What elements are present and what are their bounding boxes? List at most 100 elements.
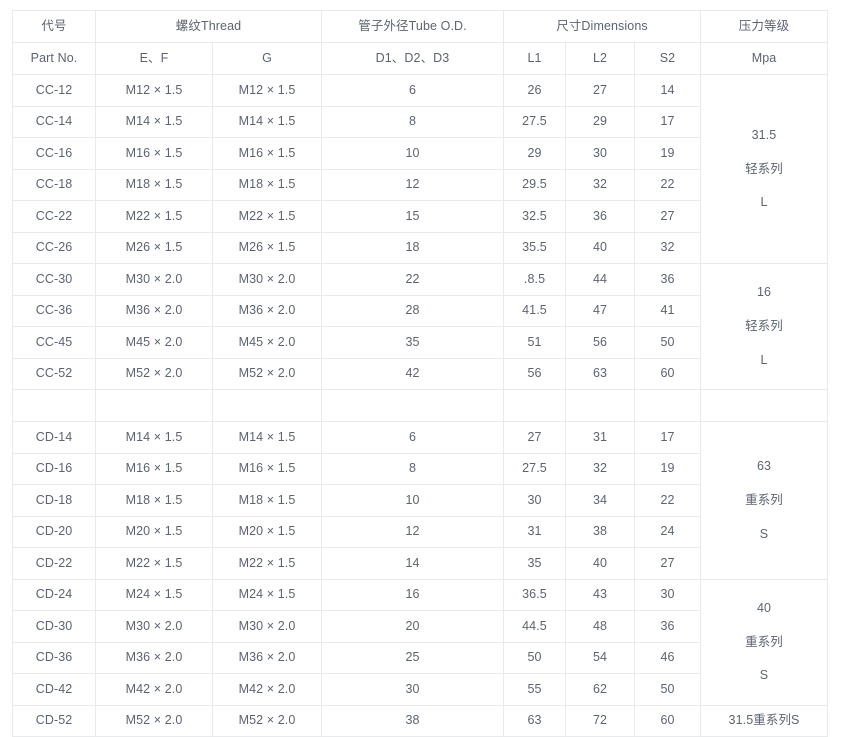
cell-thread-g: M24 × 1.5 (212, 578, 322, 611)
header-sub-l1: L1 (503, 42, 566, 75)
cell-pressure-rating: 31.5重系列S (700, 704, 828, 737)
table-row: CC-45 M45 × 2.0 M45 × 2.0 35 51 56 50 (12, 326, 828, 359)
cell-thread-ef: M36 × 2.0 (95, 641, 213, 674)
cell-l1: 27.5 (503, 105, 566, 138)
cell-tube-od: 42 (321, 357, 504, 390)
cell-s2: 32 (634, 231, 701, 264)
cell-part-no: CD-42 (12, 673, 96, 706)
cell-s2: 22 (634, 484, 701, 517)
header-tube-od-group: 管子外径Tube O.D. (321, 10, 504, 43)
cell-thread-g: M22 × 1.5 (212, 547, 322, 580)
table-row: CC-16 M16 × 1.5 M16 × 1.5 10 29 30 19 (12, 137, 828, 170)
table-row: CC-36 M36 × 2.0 M36 × 2.0 28 41.5 47 41 (12, 294, 828, 327)
cell-s2: 60 (634, 357, 701, 390)
empty-cell (503, 389, 566, 422)
cell-l2: 32 (565, 452, 635, 485)
cell-l2: 31 (565, 421, 635, 454)
cell-l2: 30 (565, 137, 635, 170)
cell-thread-g: M36 × 2.0 (212, 641, 322, 674)
table-row: CD-22 M22 × 1.5 M22 × 1.5 14 35 40 27 (12, 547, 828, 580)
pressure-series: 轻系列 (745, 161, 783, 176)
cell-l2: 36 (565, 200, 635, 233)
cell-tube-od: 8 (321, 105, 504, 138)
cell-tube-od: 10 (321, 137, 504, 170)
cell-part-no: CC-36 (12, 294, 96, 327)
cell-l2: 54 (565, 641, 635, 674)
cell-l1: 36.5 (503, 578, 566, 611)
cell-s2: 50 (634, 673, 701, 706)
cell-s2: 22 (634, 168, 701, 201)
cell-l1: 55 (503, 673, 566, 706)
cell-part-no: CD-30 (12, 610, 96, 643)
cell-thread-g: M22 × 1.5 (212, 200, 322, 233)
cell-thread-ef: M12 × 1.5 (95, 74, 213, 107)
empty-cell (321, 389, 504, 422)
cell-l1: 41.5 (503, 294, 566, 327)
cell-thread-ef: M18 × 1.5 (95, 484, 213, 517)
cell-thread-ef: M20 × 1.5 (95, 515, 213, 548)
table-header-row-group: 代号 螺纹Thread 管子外径Tube O.D. 尺寸Dimensions 压力等级 (12, 10, 828, 43)
empty-cell (565, 389, 635, 422)
table-row: CD-52 M52 × 2.0 M52 × 2.0 38 63 72 60 31.5重系列S (12, 704, 828, 737)
cell-l1: 50 (503, 641, 566, 674)
pressure-value: 63 (756, 458, 772, 473)
cell-thread-g: M42 × 2.0 (212, 673, 322, 706)
table-row: CC-52 M52 × 2.0 M52 × 2.0 42 56 63 60 (12, 357, 828, 390)
cell-l2: 56 (565, 326, 635, 359)
pressure-value: 16 (756, 285, 772, 300)
table-row: CD-36 M36 × 2.0 M36 × 2.0 25 50 54 46 (12, 641, 828, 674)
cell-part-no: CD-20 (12, 515, 96, 548)
header-sub-ef: E、F (95, 42, 213, 75)
cell-part-no: CC-18 (12, 168, 96, 201)
cell-l1: 44.5 (503, 610, 566, 643)
cell-l1: 30 (503, 484, 566, 517)
table-separator-row (12, 389, 828, 422)
header-sub-l2: L2 (565, 42, 635, 75)
cell-l2: 48 (565, 610, 635, 643)
pressure-value: 40 (756, 600, 772, 615)
cell-tube-od: 35 (321, 326, 504, 359)
cell-s2: 30 (634, 578, 701, 611)
cell-l1: 35 (503, 547, 566, 580)
cell-s2: 36 (634, 263, 701, 296)
header-sub-g: G (212, 42, 322, 75)
cell-thread-g: M52 × 2.0 (212, 357, 322, 390)
cell-thread-g: M18 × 1.5 (212, 168, 322, 201)
header-sub-part-no: Part No. (12, 42, 96, 75)
cell-thread-g: M16 × 1.5 (212, 452, 322, 485)
table-header-row-sub: Part No. E、F G D1、D2、D3 L1 L2 S2 Mpa (12, 42, 828, 75)
cell-l1: 27 (503, 421, 566, 454)
cell-s2: 24 (634, 515, 701, 548)
cell-thread-ef: M22 × 1.5 (95, 200, 213, 233)
cell-thread-ef: M14 × 1.5 (95, 421, 213, 454)
cell-l1: 35.5 (503, 231, 566, 264)
cell-l2: 63 (565, 357, 635, 390)
cell-thread-ef: M14 × 1.5 (95, 105, 213, 138)
cell-tube-od: 15 (321, 200, 504, 233)
table-row: CD-24 M24 × 1.5 M24 × 1.5 16 36.5 43 30 40 重系列 S (12, 578, 828, 706)
cell-s2: 19 (634, 137, 701, 170)
pressure-series: 轻系列 (745, 319, 783, 334)
cell-tube-od: 10 (321, 484, 504, 517)
cell-thread-g: M14 × 1.5 (212, 421, 322, 454)
cell-l2: 62 (565, 673, 635, 706)
cell-tube-od: 8 (321, 452, 504, 485)
pressure-series: 重系列 (745, 634, 783, 649)
cell-part-no: CC-30 (12, 263, 96, 296)
header-sub-s2: S2 (634, 42, 701, 75)
cell-thread-ef: M30 × 2.0 (95, 610, 213, 643)
cell-part-no: CC-12 (12, 74, 96, 107)
cell-part-no: CC-22 (12, 200, 96, 233)
cell-thread-ef: M52 × 2.0 (95, 704, 213, 737)
cell-thread-g: M30 × 2.0 (212, 610, 322, 643)
pressure-code: S (759, 526, 769, 541)
cell-l2: 32 (565, 168, 635, 201)
pressure-code: L (760, 352, 768, 367)
cell-s2: 46 (634, 641, 701, 674)
table-row: CC-30 M30 × 2.0 M30 × 2.0 22.8.5 44 36 16 轻系列 L (12, 263, 828, 390)
cell-part-no: CD-18 (12, 484, 96, 517)
cell-tube-od: 6 (321, 421, 504, 454)
cell-pressure-rating: 40 重系列 S (700, 578, 828, 706)
cell-s2: 50 (634, 326, 701, 359)
